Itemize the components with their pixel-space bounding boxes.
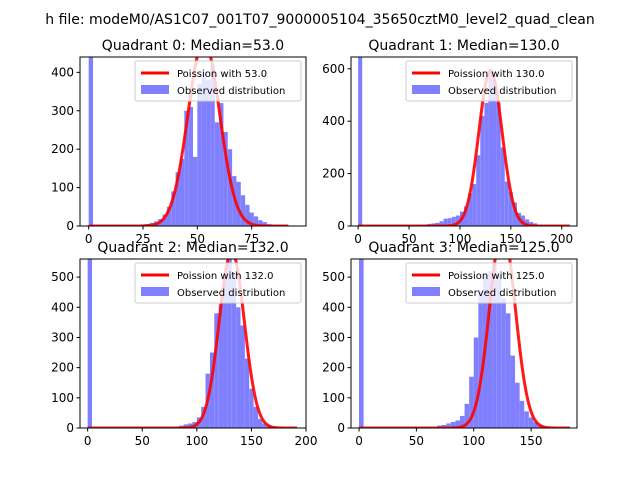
histogram-bar xyxy=(193,157,197,226)
legend-hist-label: Observed distribution xyxy=(448,288,556,299)
y-tick-label: 400 xyxy=(322,114,345,128)
legend-hist-swatch xyxy=(141,85,169,94)
subplot-title: Quadrant 2: Median=132.0 xyxy=(97,240,288,256)
histogram-bar xyxy=(189,107,193,226)
y-tick-label: 500 xyxy=(51,270,74,284)
legend-hist-label: Observed distribution xyxy=(448,86,556,97)
histogram-bar xyxy=(197,84,201,226)
histogram-bar xyxy=(249,389,253,428)
histogram-bar xyxy=(501,298,506,428)
y-tick-label: 100 xyxy=(51,391,74,405)
y-tick-label: 100 xyxy=(51,181,74,195)
y-tick-label: 200 xyxy=(51,361,74,375)
legend-hist-swatch xyxy=(412,85,440,94)
subplot-title: Quadrant 1: Median=130.0 xyxy=(368,38,559,54)
y-tick-label: 400 xyxy=(51,300,74,314)
legend-fit-label: Poission with 132.0 xyxy=(177,271,273,282)
histogram-bar xyxy=(505,181,509,226)
histogram-bar xyxy=(472,184,476,226)
y-tick-label: 300 xyxy=(322,330,345,344)
histogram-bar xyxy=(474,337,479,428)
x-tick-label: 50 xyxy=(135,434,150,448)
legend-fit-label: Poission with 53.0 xyxy=(177,69,267,80)
histogram-bar xyxy=(240,325,244,428)
y-tick-label: 500 xyxy=(322,270,345,284)
y-tick-label: 200 xyxy=(322,167,345,181)
histogram-bar xyxy=(206,80,210,226)
histogram-bar xyxy=(524,411,529,428)
y-tick-label: 600 xyxy=(322,62,345,76)
x-tick-label: 150 xyxy=(520,434,543,448)
legend: Poission with 130.0 Observed distribution xyxy=(406,61,572,101)
histogram-bar xyxy=(510,356,515,428)
legend-hist-label: Observed distribution xyxy=(177,288,285,299)
x-tick-label: 0 xyxy=(355,434,363,448)
y-tick-label: 400 xyxy=(51,65,74,79)
y-tick-label: 0 xyxy=(66,421,74,435)
histogram-bar xyxy=(359,259,364,428)
legend-hist-swatch xyxy=(412,287,440,296)
y-tick-label: 0 xyxy=(337,219,345,233)
legend-hist-label: Observed distribution xyxy=(177,86,285,97)
x-tick-label: 100 xyxy=(462,434,485,448)
figure-suptitle: h file: modeM0/AS1C07_001T07_9000005104_… xyxy=(45,12,594,28)
histogram-bar xyxy=(476,155,480,226)
y-tick-label: 300 xyxy=(51,104,74,118)
histogram-bar xyxy=(88,259,92,428)
x-tick-label: 0 xyxy=(85,232,93,246)
histogram-bar xyxy=(515,383,520,428)
histogram-bar xyxy=(241,195,245,226)
legend: Poission with 132.0 Observed distribution xyxy=(135,263,301,303)
y-tick-label: 100 xyxy=(322,391,345,405)
x-tick-label: 0 xyxy=(354,232,362,246)
histogram-bar xyxy=(506,313,511,428)
y-tick-label: 200 xyxy=(322,361,345,375)
histogram-bar xyxy=(89,57,93,226)
y-tick-label: 0 xyxy=(337,421,345,435)
subplot-title: Quadrant 0: Median=53.0 xyxy=(102,38,284,54)
legend-hist-swatch xyxy=(141,287,169,296)
legend-fit-label: Poission with 125.0 xyxy=(448,271,544,282)
histogram-bar xyxy=(236,307,240,428)
x-tick-label: 100 xyxy=(185,434,208,448)
legend: Poission with 125.0 Observed distribution xyxy=(406,263,572,303)
histogram-bar xyxy=(245,359,249,428)
histogram-bar xyxy=(480,116,484,226)
x-tick-label: 150 xyxy=(240,434,263,448)
histogram-bar xyxy=(520,401,525,428)
histogram-bar xyxy=(358,57,362,226)
histogram-bar xyxy=(215,122,219,226)
histogram-bar xyxy=(484,103,488,226)
y-tick-label: 200 xyxy=(51,142,74,156)
y-tick-label: 300 xyxy=(51,330,74,344)
x-tick-label: 200 xyxy=(295,434,318,448)
legend-fit-label: Poission with 130.0 xyxy=(448,69,544,80)
y-tick-label: 0 xyxy=(66,219,74,233)
subplot-title: Quadrant 3: Median=125.0 xyxy=(368,240,559,256)
x-tick-label: 0 xyxy=(84,434,92,448)
legend: Poission with 53.0 Observed distribution xyxy=(135,61,301,101)
x-tick-label: 50 xyxy=(409,434,424,448)
y-tick-label: 400 xyxy=(322,300,345,314)
